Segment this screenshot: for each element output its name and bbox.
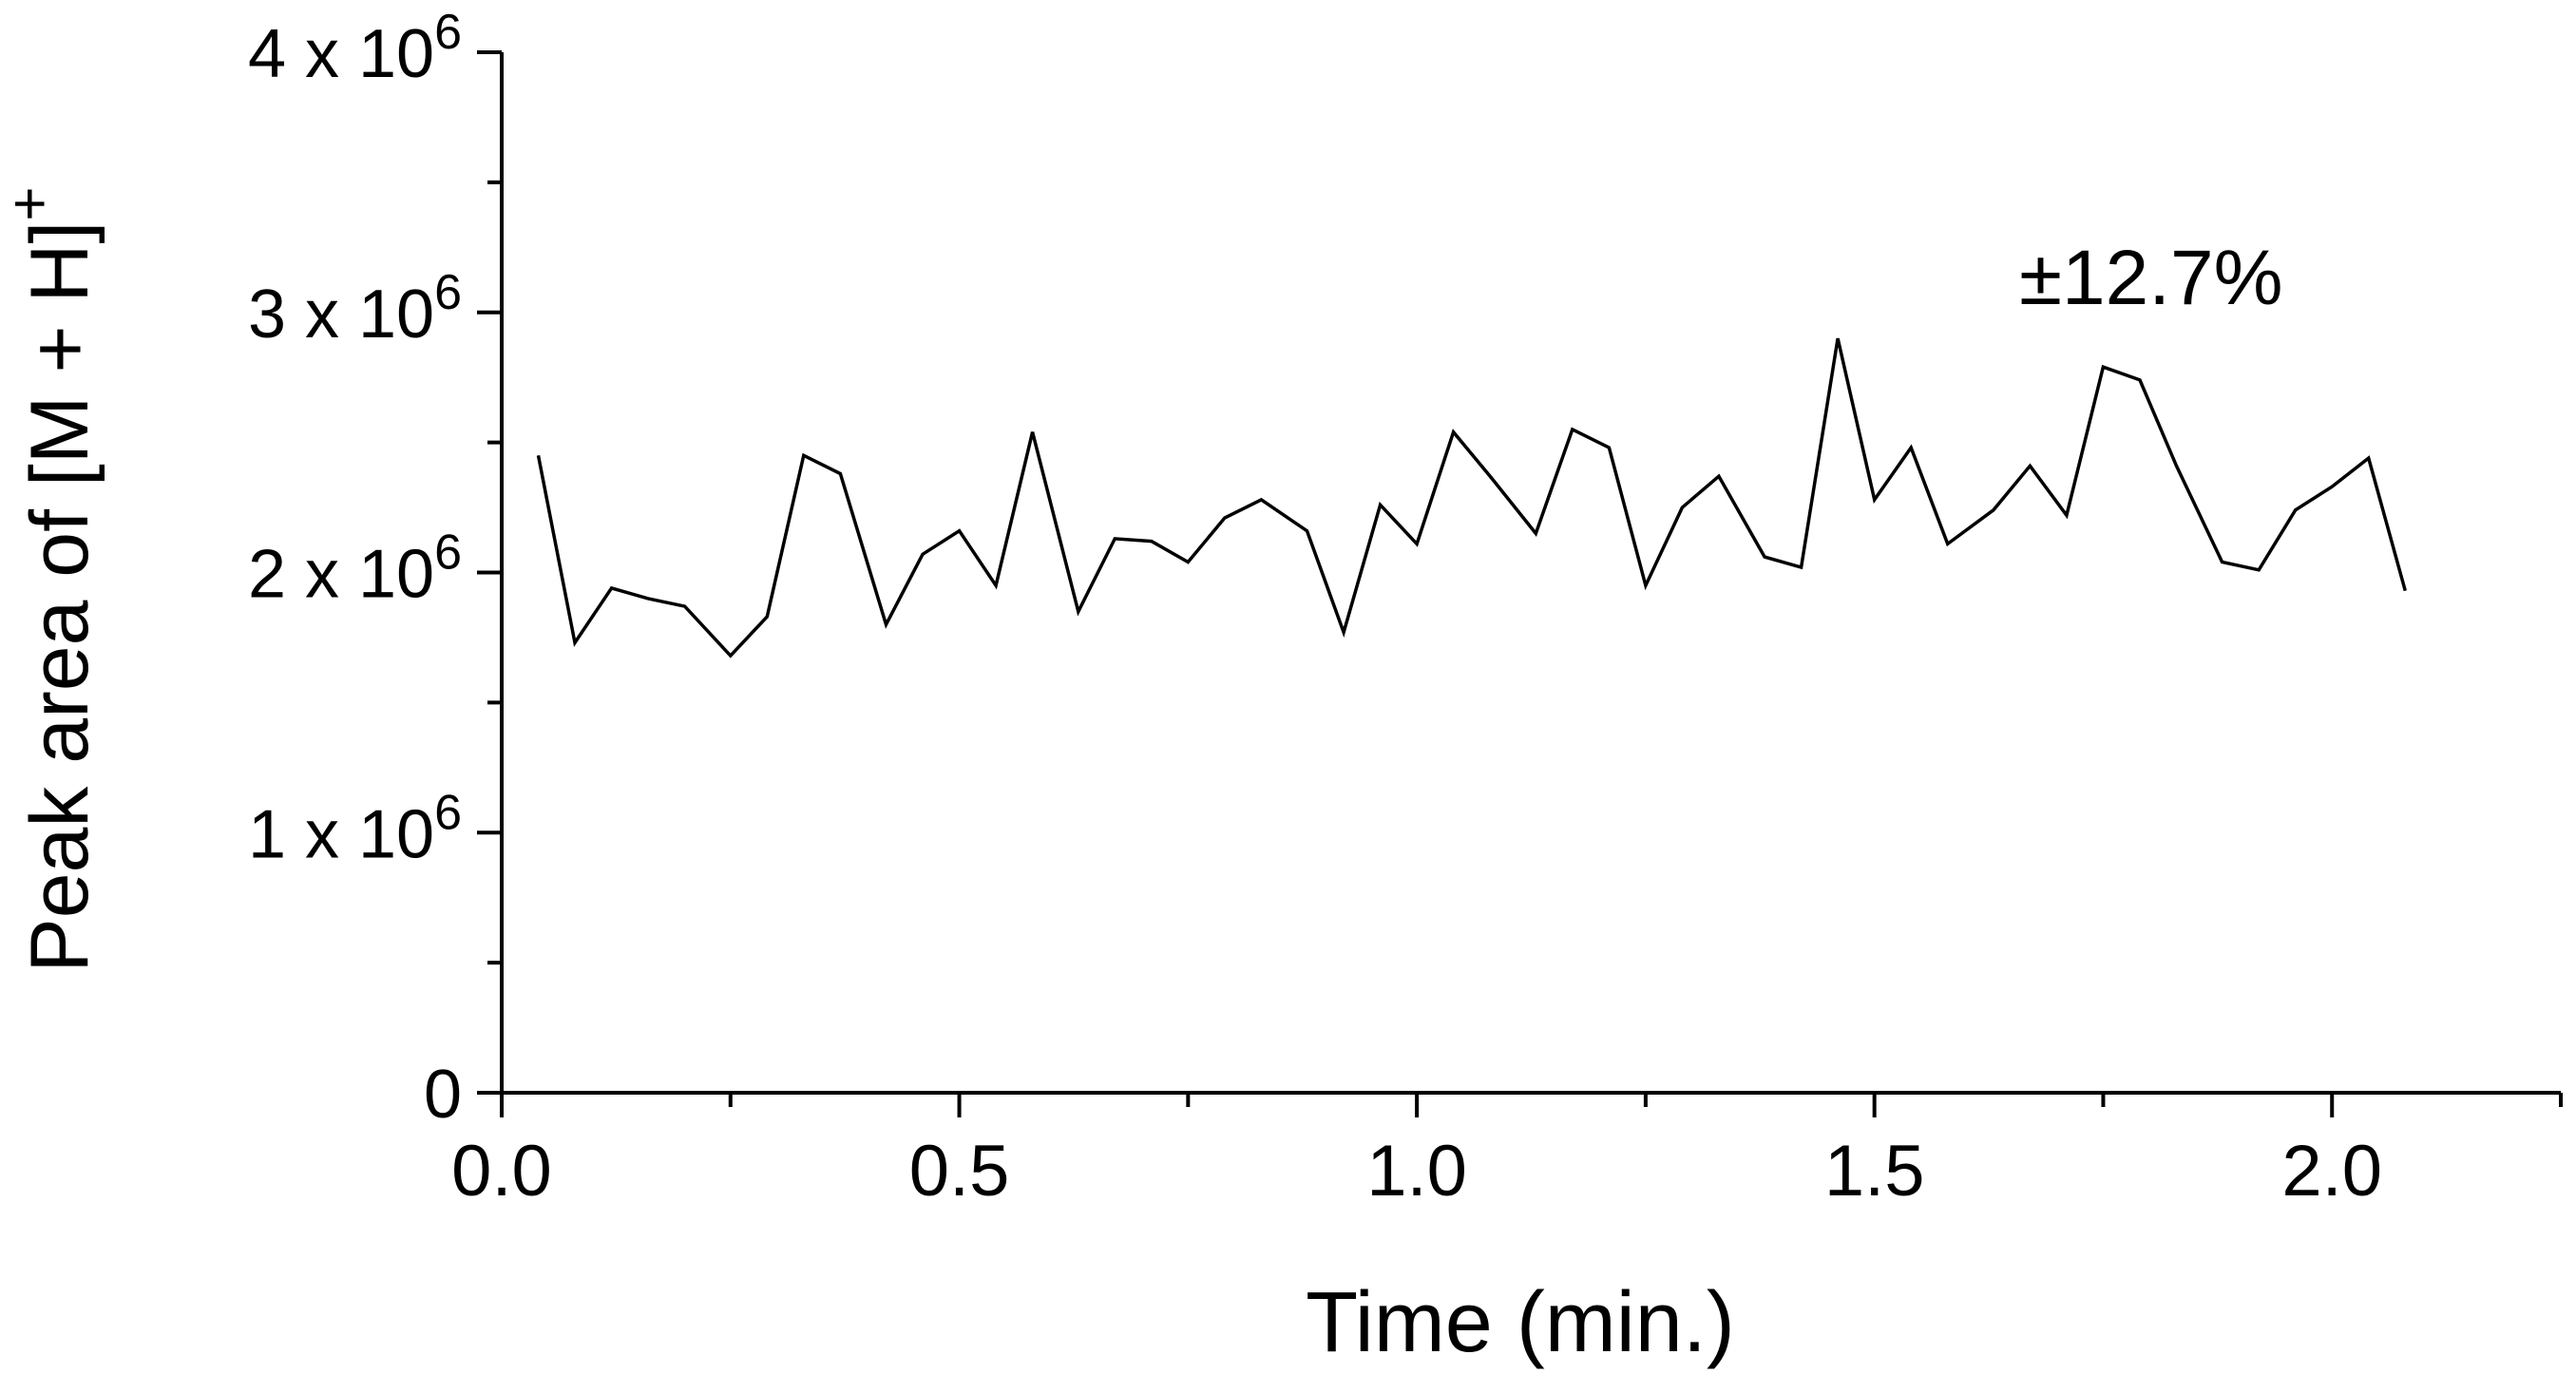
y-tick-label: 2 x 106 [248, 525, 462, 613]
y-axis: 0 1 x 106 2 x 106 3 x 106 4 x 106 [248, 5, 504, 1133]
x-tick-label: 2.0 [2281, 1131, 2382, 1212]
y-tick-label: 0 [424, 1057, 462, 1133]
y-axis-label-superscript: + [0, 186, 63, 220]
y-tick-label: 3 x 106 [248, 265, 462, 353]
series-line [536, 337, 2407, 658]
variation-annotation: ±12.7% [2019, 235, 2283, 321]
x-tick-label: 1.0 [1366, 1131, 1467, 1212]
x-axis: 0.0 0.5 1.0 1.5 2.0 [451, 1091, 2563, 1212]
y-axis-label-main: Peak area of [M + H] [14, 221, 105, 973]
x-axis-label: Time (min.) [1306, 1275, 1735, 1370]
y-tick-label: 4 x 106 [248, 5, 462, 92]
x-tick-label: 0.0 [451, 1131, 552, 1212]
x-tick-label: 1.5 [1824, 1131, 1925, 1212]
x-tick-label: 0.5 [909, 1131, 1010, 1212]
y-axis-label: Peak area of [M + H]+ [0, 186, 105, 972]
y-tick-label: 1 x 106 [248, 785, 462, 872]
